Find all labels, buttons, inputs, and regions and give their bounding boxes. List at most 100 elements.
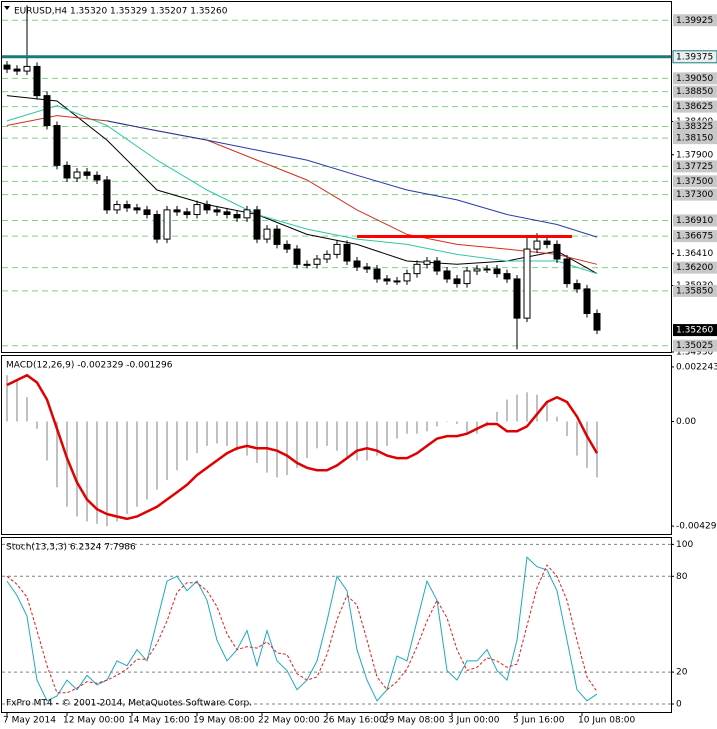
macd-panel-frame [1, 355, 672, 535]
level-label-box [673, 175, 717, 188]
candle-body [343, 243, 351, 262]
candle-body [113, 204, 121, 211]
macd-bar [296, 421, 298, 468]
candle-body [483, 268, 491, 271]
candle-body [523, 248, 531, 319]
candle-body [253, 209, 261, 240]
level-label-box [673, 100, 717, 113]
macd-bar [126, 421, 128, 515]
macd-bar [156, 421, 158, 490]
x-tick-label: 19 May 08:00 [193, 716, 255, 726]
y-tick-label: 1.36410 [676, 249, 713, 259]
level-label-box [673, 132, 717, 145]
candle-body [143, 209, 151, 216]
macd-bar [406, 421, 408, 434]
level-label-box [673, 14, 717, 27]
candle-body [373, 268, 381, 280]
candle-body [333, 243, 341, 255]
macd-bar [596, 421, 598, 478]
moving-average [6, 105, 598, 275]
macd-bar [396, 421, 398, 439]
signal-line [6, 373, 599, 521]
macd-bar [336, 421, 338, 451]
macd-bar [536, 394, 538, 422]
macd-bar [26, 397, 28, 422]
macd-bar [46, 421, 48, 461]
candle-body [593, 312, 601, 331]
candle-body [303, 263, 311, 266]
level-label: 1.35850 [676, 286, 713, 296]
macd-bar [206, 421, 208, 446]
candle-body [283, 243, 291, 250]
macd-bar [86, 421, 88, 522]
candle-body [73, 171, 81, 179]
x-tick-label: 26 May 16:00 [323, 716, 385, 726]
candle-body [493, 268, 501, 275]
y-tick-label: 80 [676, 572, 688, 582]
candle-body [203, 204, 211, 211]
candle-body [453, 278, 461, 285]
level-label-box [673, 188, 717, 201]
price-panel-frame [1, 1, 672, 353]
chart-title: MACD(12,26,9) -0.002329 -0.001296 [6, 361, 173, 371]
candle-body [263, 228, 271, 240]
annotation: FxPro MT4 - © 2001-2014, MetaQuotes Soft… [6, 699, 252, 709]
candle-body [583, 288, 591, 314]
level-label: 1.37725 [676, 162, 713, 172]
macd-bar [556, 416, 558, 422]
moving-average [106, 120, 598, 238]
x-tick-label: 29 May 08:00 [383, 716, 445, 726]
stoch-line [6, 564, 598, 694]
last-price-label: 1.35260 [676, 326, 713, 336]
level-label: 1.36910 [676, 216, 713, 226]
macd-bar [386, 421, 388, 446]
candle-body [243, 209, 251, 219]
candle-body [473, 268, 481, 272]
level-label-box [673, 214, 717, 227]
macd-bar [36, 421, 38, 429]
macd-bar [416, 421, 418, 434]
symbol-icon [4, 6, 10, 10]
line-label-box [672, 50, 717, 64]
level-label-box [673, 261, 717, 274]
macd-bar [176, 421, 178, 471]
candle-body [513, 278, 521, 319]
candle-body [503, 273, 511, 280]
level-label: 1.38850 [676, 87, 713, 97]
candle-body [193, 204, 201, 216]
candle-body [3, 64, 11, 70]
candle-body [23, 65, 31, 72]
level-label-box [673, 230, 717, 243]
level-label: 1.37500 [676, 177, 713, 187]
macd-bar [196, 421, 198, 454]
candle-body [13, 68, 21, 72]
candle-body [43, 95, 51, 127]
macd-bar [146, 421, 148, 500]
candle-body [183, 211, 191, 216]
candle-body [553, 243, 561, 260]
y-tick-label: 1.34930 [676, 348, 713, 358]
level-label: 1.39050 [676, 74, 713, 84]
candle-body [233, 214, 241, 219]
candle-body [93, 174, 101, 181]
chart-title: Stoch(13,3,3) 6.2324 7.7986 [6, 543, 136, 553]
macd-bar [286, 421, 288, 476]
macd-bar [466, 421, 468, 434]
macd-bar [56, 421, 58, 488]
candle-body [323, 253, 331, 260]
macd-bar [166, 421, 168, 480]
macd-bar [116, 421, 118, 522]
candle-body [103, 179, 111, 211]
level-label-box [673, 85, 717, 98]
level-label: 1.38625 [676, 102, 713, 112]
candle-body [413, 263, 421, 275]
candle-body [133, 207, 141, 211]
macd-bar [216, 421, 218, 444]
macd-bar [326, 421, 328, 446]
x-tick-label: 3 Jun 00:00 [448, 716, 500, 726]
macd-bar [256, 421, 258, 463]
macd-bar [6, 375, 8, 422]
y-tick-label: 0.00 [676, 417, 696, 427]
candle-body [83, 171, 91, 176]
